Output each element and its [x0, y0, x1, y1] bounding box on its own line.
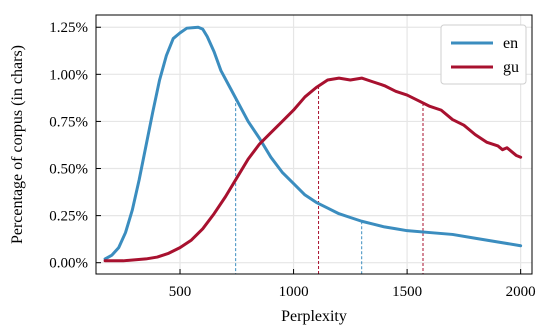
y-tick-label: 0.00% — [49, 256, 88, 272]
y-tick-label: 0.50% — [49, 162, 88, 178]
plot-frame — [95, 14, 533, 275]
legend-label-gu: gu — [503, 59, 519, 76]
series-line-gu — [103, 76, 523, 263]
y-tick-label: 1.00% — [49, 67, 88, 83]
y-tick-label: 0.75% — [49, 114, 88, 130]
x-tick-label: 500 — [169, 284, 192, 300]
x-tick-label: 2000 — [506, 284, 536, 300]
y-tick-label: 0.25% — [49, 209, 88, 225]
legend-label-en: en — [503, 35, 518, 52]
legend-box — [440, 24, 527, 85]
axis-ticks: 500 1000 1500 2000 0.00% 0.25% 0.50% 0.75% 1.00%… — [49, 20, 535, 300]
legend: en gu — [440, 24, 527, 85]
y-tick-label: 1.25% — [49, 20, 88, 36]
series-line-en — [103, 25, 523, 261]
percentile-markers — [235, 86, 424, 274]
x-tick-label: 1000 — [279, 284, 309, 300]
y-axis-label: Percentage of corpus (in chars) — [9, 45, 26, 244]
x-tick-label: 1500 — [392, 284, 422, 300]
series-lines — [103, 25, 523, 263]
x-axis-label: Perplexity — [281, 308, 347, 325]
